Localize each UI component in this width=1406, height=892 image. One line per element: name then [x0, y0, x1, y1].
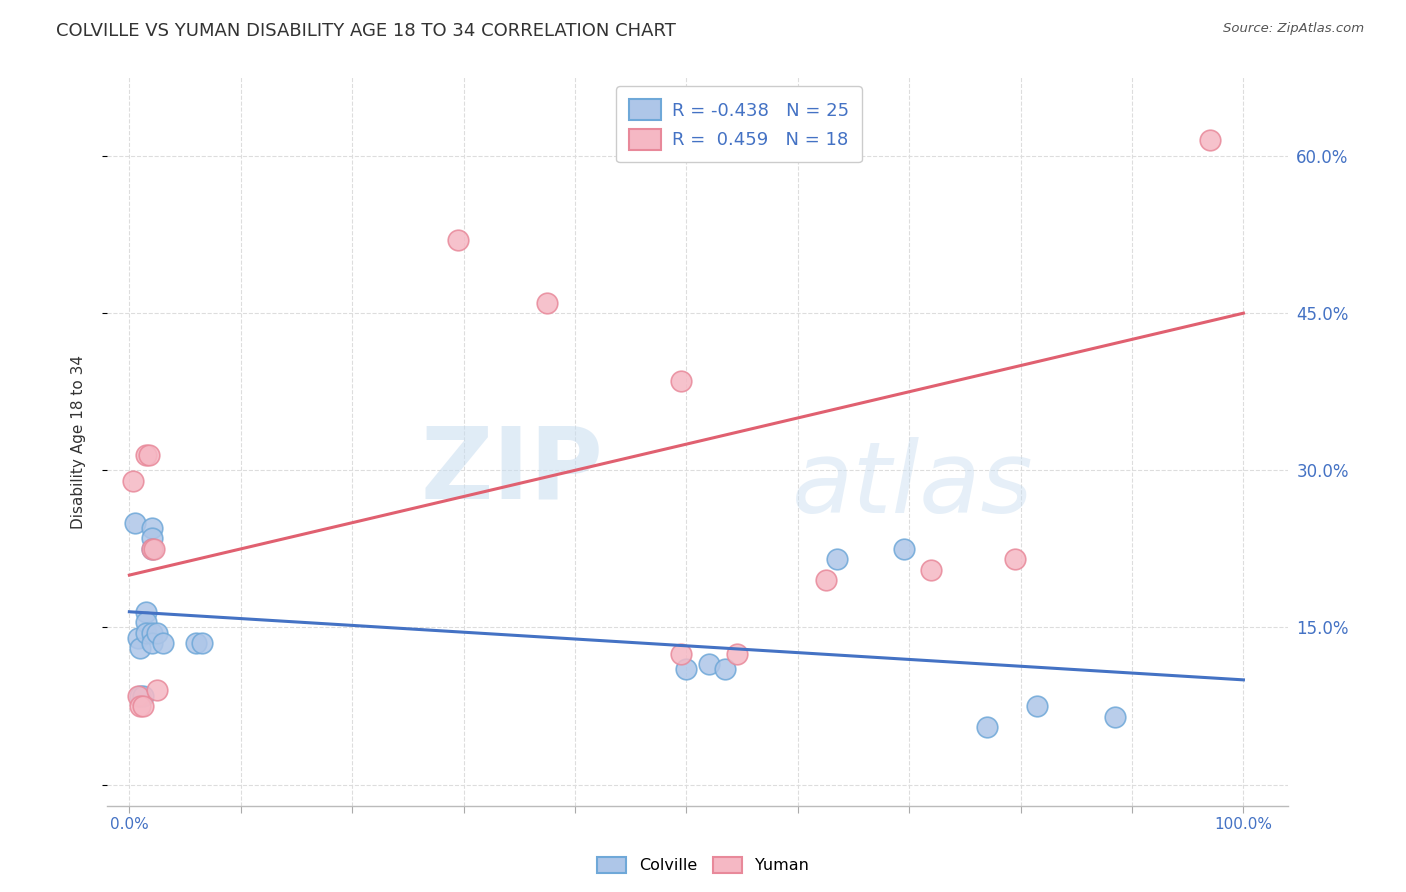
Point	[186, 636, 208, 650]
Text: ZIP: ZIP	[420, 422, 603, 519]
Point	[141, 636, 163, 650]
Point	[1104, 709, 1126, 723]
Point	[893, 541, 915, 556]
Point	[825, 552, 848, 566]
Point	[132, 699, 155, 714]
Point	[1199, 133, 1222, 147]
Point	[141, 521, 163, 535]
Point	[976, 720, 998, 734]
Point	[669, 647, 692, 661]
Y-axis label: Disability Age 18 to 34: Disability Age 18 to 34	[72, 354, 86, 529]
Point	[129, 641, 152, 656]
Point	[152, 636, 174, 650]
Point	[127, 631, 149, 645]
Point	[1026, 699, 1049, 714]
Point	[141, 541, 163, 556]
Point	[141, 532, 163, 546]
Point	[1004, 552, 1026, 566]
Point	[697, 657, 720, 672]
Point	[714, 662, 737, 676]
Point	[129, 699, 152, 714]
Legend: R = -0.438   N = 25, R =  0.459   N = 18: R = -0.438 N = 25, R = 0.459 N = 18	[616, 87, 862, 162]
Point	[135, 625, 157, 640]
Point	[138, 448, 160, 462]
Point	[135, 448, 157, 462]
Text: atlas: atlas	[792, 437, 1033, 533]
Point	[191, 636, 214, 650]
Point	[141, 541, 163, 556]
Point	[146, 683, 169, 698]
Point	[141, 625, 163, 640]
Point	[536, 295, 558, 310]
Point	[127, 689, 149, 703]
Point	[142, 541, 165, 556]
Point	[132, 689, 155, 703]
Point	[725, 647, 748, 661]
Point	[135, 605, 157, 619]
Text: COLVILLE VS YUMAN DISABILITY AGE 18 TO 34 CORRELATION CHART: COLVILLE VS YUMAN DISABILITY AGE 18 TO 3…	[56, 22, 676, 40]
Point	[129, 689, 152, 703]
Point	[669, 374, 692, 388]
Legend: Colville, Yuman: Colville, Yuman	[591, 850, 815, 880]
Point	[921, 563, 943, 577]
Point	[146, 625, 169, 640]
Point	[121, 474, 143, 488]
Text: Source: ZipAtlas.com: Source: ZipAtlas.com	[1223, 22, 1364, 36]
Point	[135, 615, 157, 630]
Point	[124, 516, 146, 530]
Point	[447, 233, 470, 247]
Point	[814, 574, 837, 588]
Point	[675, 662, 697, 676]
